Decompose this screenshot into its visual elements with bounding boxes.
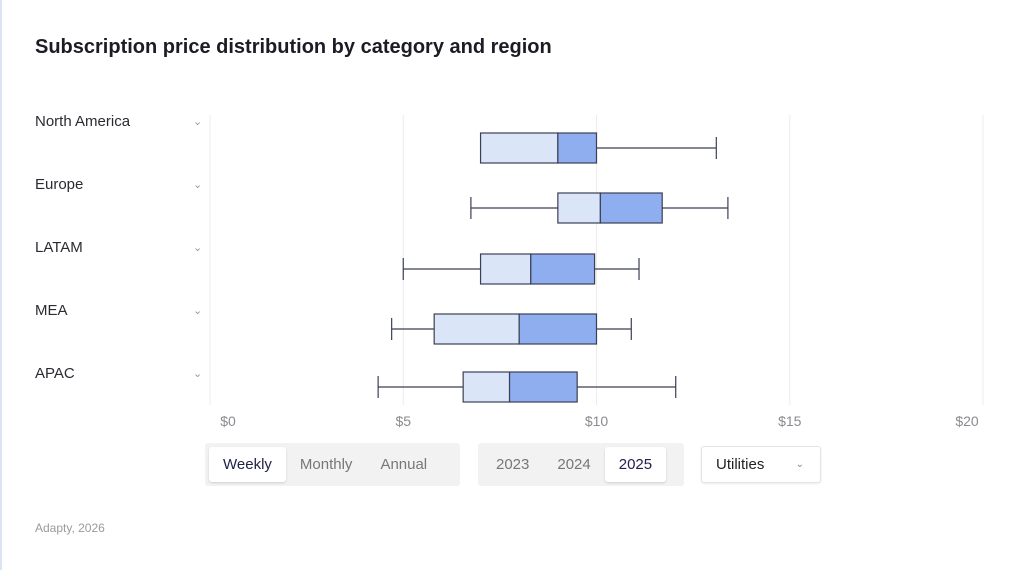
box-lower-half bbox=[557, 192, 601, 224]
page-title: Subscription price distribution by categ… bbox=[35, 36, 552, 58]
year-toggle: 2023 2024 2025 bbox=[478, 443, 684, 486]
row-label[interactable]: MEA bbox=[35, 302, 68, 319]
year-option-2025[interactable]: 2025 bbox=[604, 447, 667, 482]
x-tick-label: $20 bbox=[955, 413, 979, 429]
x-tick-label: $15 bbox=[778, 413, 802, 429]
period-option-monthly[interactable]: Monthly bbox=[299, 456, 353, 473]
box-plot-chart: $0 $5 $10 $15 $20 bbox=[209, 115, 984, 429]
box-lower-half bbox=[433, 313, 520, 345]
chevron-down-icon[interactable]: ⌄ bbox=[193, 179, 203, 191]
x-tick-label: $5 bbox=[395, 413, 411, 429]
row-label[interactable]: North America bbox=[35, 113, 131, 130]
box-upper-half bbox=[508, 371, 578, 403]
chevron-down-icon: ⌄ bbox=[795, 459, 804, 470]
row-label[interactable]: Europe bbox=[35, 176, 84, 193]
period-toggle: Weekly Monthly Annual bbox=[205, 443, 460, 486]
box-upper-half bbox=[530, 253, 596, 285]
chevron-down-icon[interactable]: ⌄ bbox=[193, 368, 203, 380]
period-option-weekly[interactable]: Weekly bbox=[209, 447, 286, 482]
x-tick-label: $0 bbox=[220, 413, 236, 429]
category-dropdown[interactable]: Utilities ⌄ bbox=[701, 446, 821, 483]
row-label[interactable]: APAC bbox=[35, 365, 75, 382]
year-option-2024[interactable]: 2024 bbox=[557, 456, 591, 473]
year-option-2023[interactable]: 2023 bbox=[496, 456, 530, 473]
box-lower-half bbox=[462, 371, 511, 403]
box-lower-half bbox=[479, 132, 559, 164]
box-lower-half bbox=[479, 253, 532, 285]
chevron-down-icon[interactable]: ⌄ bbox=[193, 305, 203, 317]
row-label[interactable]: LATAM bbox=[35, 239, 83, 256]
chevron-down-icon[interactable]: ⌄ bbox=[193, 116, 203, 128]
chevron-down-icon[interactable]: ⌄ bbox=[193, 242, 203, 254]
source-note: Adapty, 2026 bbox=[35, 521, 105, 535]
box-upper-half bbox=[518, 313, 598, 345]
x-tick-label: $10 bbox=[585, 413, 609, 429]
category-dropdown-value: Utilities bbox=[716, 456, 765, 473]
box-upper-half bbox=[599, 192, 663, 224]
box-upper-half bbox=[557, 132, 598, 164]
left-border bbox=[0, 0, 2, 570]
period-option-annual[interactable]: Annual bbox=[380, 456, 428, 473]
